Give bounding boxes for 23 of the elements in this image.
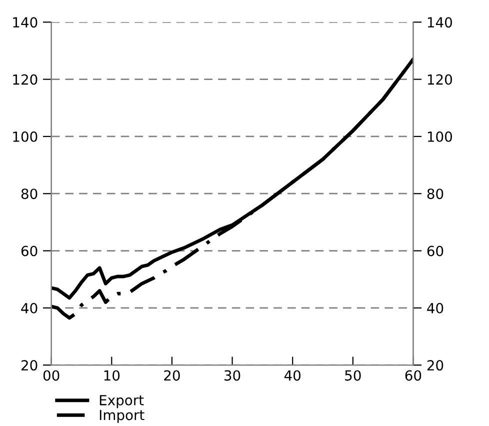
y2-tick-label: 60 (427, 246, 444, 256)
x-tick-label: 20 (164, 370, 180, 381)
legend-label: Import (100, 410, 144, 423)
y-tick-label: 140 (13, 17, 38, 28)
x-tick-label: 50 (345, 370, 361, 381)
y-tick-label: 80 (21, 188, 38, 200)
x-tick-label: 00 (43, 370, 60, 381)
y-tick-label: 40 (21, 302, 38, 314)
x-tick-label: 60 (405, 370, 422, 381)
y-tick-label: 120 (13, 74, 38, 85)
y2-tick-label: 140 (428, 17, 452, 28)
y-tick-label: 60 (21, 246, 38, 256)
y2-tick-label: 20 (427, 360, 444, 371)
x-tick-label: 30 (224, 370, 240, 381)
y2-tick-label: 40 (427, 302, 444, 314)
y-tick-label: 20 (21, 360, 38, 371)
y2-tick-label: 100 (428, 131, 452, 142)
y2-tick-label: 80 (427, 188, 444, 200)
x-tick-label: 10 (104, 370, 120, 381)
y2-tick-label: 120 (428, 74, 452, 85)
x-tick-label: 40 (284, 370, 300, 381)
legend-label: Export (100, 395, 144, 408)
y-tick-label: 100 (13, 131, 38, 142)
